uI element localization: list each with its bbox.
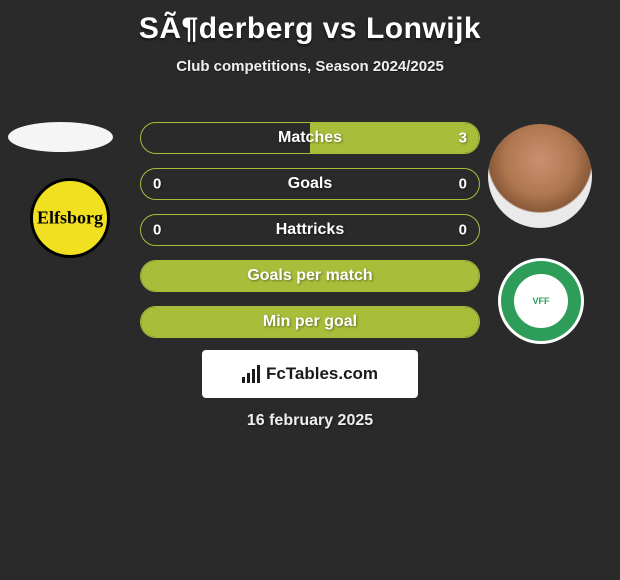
stat-label: Goals per match bbox=[141, 267, 479, 285]
club-right-badge: VFF bbox=[498, 258, 598, 344]
stat-row: Min per goal bbox=[140, 306, 480, 338]
stat-value-left: 0 bbox=[153, 176, 161, 193]
stat-value-right: 0 bbox=[459, 222, 467, 239]
branding-badge: FcTables.com bbox=[202, 350, 418, 398]
bars-icon bbox=[242, 365, 260, 383]
player-left-avatar bbox=[8, 122, 113, 152]
stat-label: Matches bbox=[141, 129, 479, 147]
stat-value-right: 3 bbox=[459, 130, 467, 147]
stat-row: Goals per match bbox=[140, 260, 480, 292]
stat-row: Goals0 0 bbox=[140, 168, 480, 200]
stat-row: Hattricks0 0 bbox=[140, 214, 480, 246]
club-left-label: Elfsborg bbox=[37, 208, 103, 229]
player-right-avatar bbox=[488, 124, 592, 228]
stat-label: Goals bbox=[141, 175, 479, 193]
branding-text: FcTables.com bbox=[266, 364, 378, 384]
club-right-label: VFF bbox=[514, 274, 568, 328]
stat-value-left: 0 bbox=[153, 222, 161, 239]
page-subtitle: Club competitions, Season 2024/2025 bbox=[0, 58, 620, 75]
page-title: SÃ¶derberg vs Lonwijk bbox=[0, 0, 620, 46]
stats-container: Matches3Goals00Hattricks00Goals per matc… bbox=[140, 122, 480, 352]
stat-label: Hattricks bbox=[141, 221, 479, 239]
date-text: 16 february 2025 bbox=[0, 412, 620, 430]
stat-value-right: 0 bbox=[459, 176, 467, 193]
stat-row: Matches3 bbox=[140, 122, 480, 154]
stat-label: Min per goal bbox=[141, 313, 479, 331]
club-left-badge: Elfsborg bbox=[20, 178, 120, 264]
